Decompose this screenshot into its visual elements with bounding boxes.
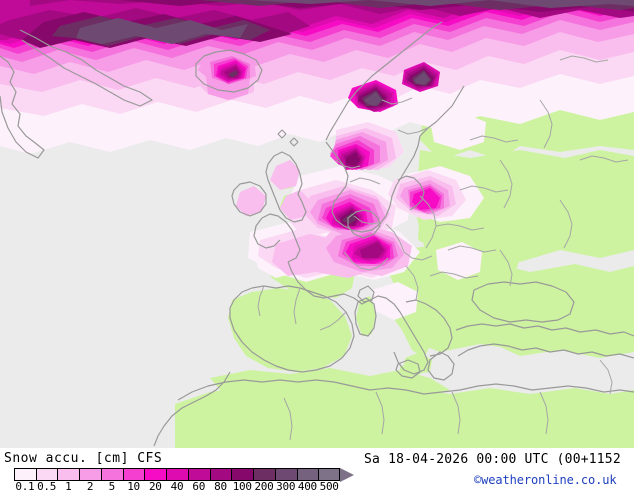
colorbar-swatch-0.1 [14,468,36,481]
colorbar-tick-1: 1 [65,480,72,490]
colorbar-overflow-arrow [340,468,354,482]
colorbar-tick-2: 2 [86,480,94,490]
colorbar-tick-80: 80 [214,480,227,490]
colorbar-tick-10: 10 [127,480,140,490]
colorbar-tick-20: 20 [148,480,162,490]
colorbar-swatch-40 [166,468,188,481]
coastlines-and-borders [0,21,634,447]
copyright-label: ©weatheronline.co.uk [474,473,617,487]
legend-title: Snow accu. [cm] CFS [4,451,163,466]
colorbar-swatch-2 [79,468,101,481]
colorbar-swatch-10 [122,468,145,481]
map-panel[interactable] [0,0,634,448]
colorbar-swatch-1 [57,468,80,481]
colorbar-tick-60: 60 [192,480,206,490]
colorbar-tick-400: 400 [297,480,317,490]
colorbar-swatch-300 [274,468,297,481]
colorbar-tick-0.5: 0.5 [37,480,57,490]
colorbar-swatch-80 [209,468,232,481]
colorbar-tick-0.1: 0.1 [15,480,35,490]
colorbar-swatch-500 [318,468,340,481]
colorbar-tick-200: 200 [254,480,274,490]
colorbar-tick-labels: 0.1 0.5 1 2 5 10 20 40 60 80 100 200 300 400 500 [0,481,360,490]
colorbar-swatch-100 [231,468,254,481]
colorbar-swatch-60 [187,468,210,481]
snow-band-300 [76,0,634,106]
valid-time-label: Sa 18-04-2026 00:00 UTC (00+1152 [364,452,621,467]
colorbar-tick-300: 300 [276,480,296,490]
colorbar[interactable] [14,468,354,482]
colorbar-swatch-200 [253,468,275,481]
colorbar-swatch-5 [100,468,123,481]
colorbar-swatch-20 [144,468,167,481]
colorbar-tick-40: 40 [170,480,184,490]
legend-footer: Snow accu. [cm] CFS 0.1 0.5 1 2 5 10 20 40 60 80 1… [0,448,634,490]
snow-accumulation-map[interactable] [0,0,634,448]
colorbar-tick-5: 5 [108,480,116,490]
colorbar-swatch-400 [296,468,319,481]
colorbar-swatch-0.5 [35,468,58,481]
colorbar-tick-500: 500 [319,480,339,490]
colorbar-tick-100: 100 [232,480,252,490]
